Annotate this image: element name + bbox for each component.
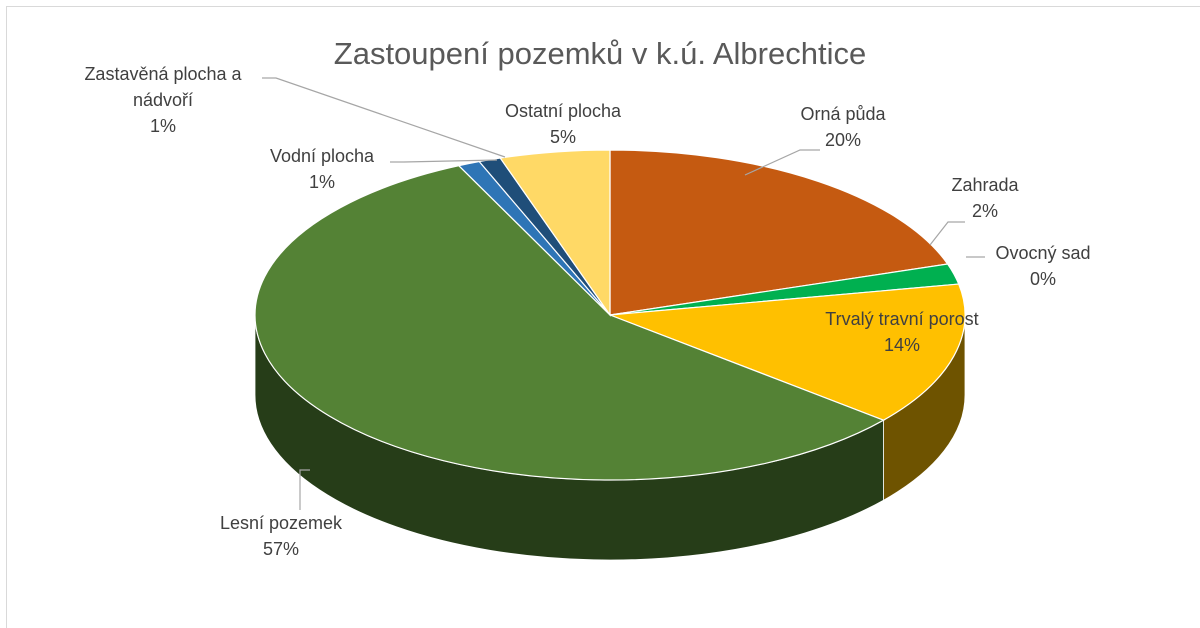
- data-label: Orná půda 20%: [800, 101, 885, 153]
- label-value: 1%: [149, 116, 176, 136]
- pie-slice: [254, 165, 885, 481]
- data-label: Trvalý travní porost 14%: [825, 306, 978, 358]
- data-label: Ostatní plocha 5%: [505, 98, 621, 150]
- label-category: Lesní pozemek: [219, 513, 343, 533]
- data-label: Vodní plocha 1%: [270, 143, 374, 195]
- leader-lines: [262, 77, 985, 510]
- label-category: Ovocný sad: [995, 243, 1091, 263]
- label-value: 2%: [971, 201, 999, 221]
- data-label: Lesní pozemek 57%: [220, 510, 342, 562]
- label-value: 5%: [549, 127, 577, 147]
- label-category: Zahrada: [951, 175, 1019, 195]
- leader-line: [744, 149, 820, 176]
- label-category: Ostatní plocha: [504, 101, 622, 121]
- label-value: 14%: [883, 335, 921, 355]
- leader-line: [390, 159, 498, 163]
- data-label: Zahrada 2%: [951, 172, 1018, 224]
- label-value: 57%: [262, 539, 300, 559]
- pie-slice: [609, 283, 966, 421]
- pie-slice: [499, 149, 611, 317]
- label-category: Trvalý travní porost: [825, 309, 979, 329]
- pie-tops: [254, 149, 966, 481]
- chart-border: [6, 6, 1200, 628]
- label-value: 0%: [1029, 269, 1057, 289]
- label-value: 20%: [824, 130, 862, 150]
- leader-line: [262, 77, 506, 158]
- leader-line: [299, 469, 310, 510]
- data-label: Zastavěná plocha a nádvoří 1%: [58, 61, 268, 139]
- pie-slice: [609, 149, 949, 316]
- label-category: Zastavěná plocha a nádvoří: [84, 64, 242, 110]
- label-category: Vodní plocha: [269, 146, 375, 166]
- label-category: Orná půda: [800, 104, 886, 124]
- chart-title: Zastoupení pozemků v k.ú. Albrechtice: [333, 36, 867, 71]
- leader-line: [929, 221, 965, 246]
- data-label: Ovocný sad 0%: [995, 240, 1090, 292]
- label-value: 1%: [308, 172, 335, 192]
